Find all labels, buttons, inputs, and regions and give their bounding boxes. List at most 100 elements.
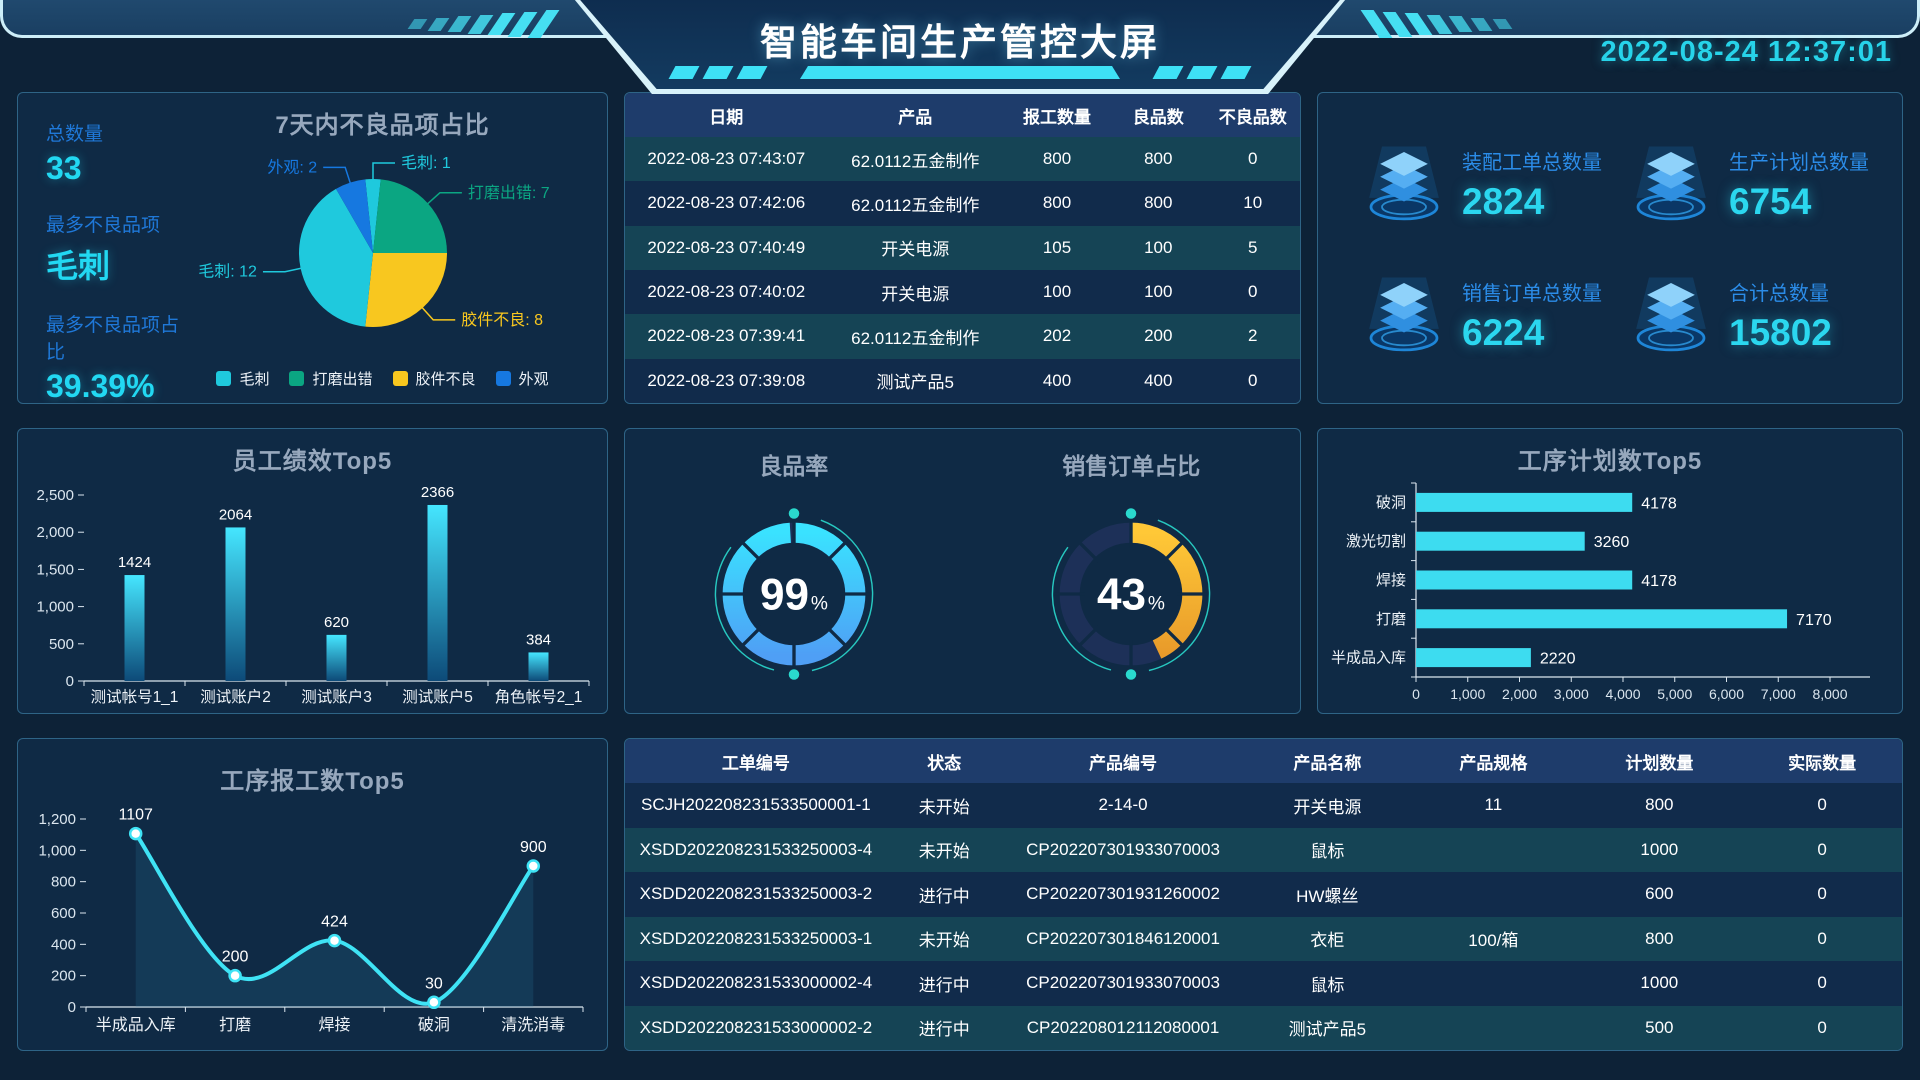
table-cell: 鼠标 <box>1310 842 1345 862</box>
hbar-激光切割 <box>1416 531 1585 551</box>
table-cell: 0 <box>1817 1017 1827 1037</box>
hbar-value-label: 3260 <box>1594 534 1630 551</box>
column-header: 工单编号 <box>625 739 887 783</box>
table-cell: 鼠标 <box>1310 975 1345 995</box>
table-cell: 202 <box>1042 326 1072 346</box>
table-cell: 11 <box>1484 795 1503 815</box>
header-banner: 智能车间生产管控大屏 <box>570 0 1350 98</box>
y-tick-label: 1,000 <box>36 599 74 616</box>
gauge-segment-gap <box>738 625 763 650</box>
table-cell: CP202207301846120001 <box>1026 928 1220 948</box>
table-cell: XSDD202208231533250003-4 <box>639 839 873 859</box>
legend-swatch <box>289 371 305 386</box>
stat-total-label: 总数量 <box>46 124 104 145</box>
x-tick-label: 8,000 <box>1812 686 1847 702</box>
legend-item-外观[interactable]: 外观 <box>495 368 549 389</box>
y-tick-label: 2,000 <box>36 524 74 541</box>
hbar-打磨 <box>1416 609 1788 629</box>
stat-card-label: 合计总数量 <box>1729 283 1829 305</box>
table-cell: 10 <box>1243 193 1263 213</box>
hbar-category-label: 激光切割 <box>1346 533 1406 550</box>
table-cell: 开关电源 <box>881 284 950 304</box>
panel-title-defect: 7天内不良品项占比 <box>275 112 490 139</box>
table-row: SCJH202208231533500001-1 未开始 2-14-0 开关电源 11 8… <box>625 783 1902 828</box>
table-cell: 800 <box>1042 149 1072 169</box>
bar-category-label: 角色帐号2_1 <box>495 688 583 706</box>
line-category-label: 破洞 <box>418 1016 450 1034</box>
banner-bottom-decoration <box>570 66 1350 79</box>
column-header: 产品编号 <box>1001 739 1245 783</box>
table-row: XSDD202208231533000002-2 进行中 CP20220801211… <box>625 1005 1902 1050</box>
pie-label: 毛刺: 12 <box>198 263 257 281</box>
table-row: XSDD202208231533250003-2 进行中 CP20220730193… <box>625 872 1902 917</box>
pie-slice-3 <box>299 188 373 327</box>
gauge-segment-gap <box>1075 625 1100 650</box>
table-cell: 5 <box>1248 237 1258 257</box>
column-header: 不良品数 <box>1205 93 1300 137</box>
gauge-sales-title: 销售订单占比 <box>1062 453 1201 479</box>
panel-title-plan: 工序计划数Top5 <box>1517 448 1703 475</box>
stack-icon <box>1369 146 1439 220</box>
stat-card-value: 2824 <box>1462 181 1545 222</box>
table-cell: 测试产品5 <box>876 373 954 393</box>
gauge-segment-gap <box>1075 538 1100 563</box>
table-cell: 800 <box>1144 149 1173 169</box>
table-cell <box>1410 828 1576 873</box>
y-tick-label: 1,500 <box>36 561 74 578</box>
gauge-dot-bottom <box>788 669 800 680</box>
defect-pie-chart: 毛刺: 1 打磨出错: 7 胶件不良: 8 毛刺: 12 外观: 2 <box>198 154 550 329</box>
y-tick-label: 600 <box>51 905 76 922</box>
gauge-dot-top <box>788 508 800 519</box>
gauge-sales-ratio: 销售订单占比 43% <box>963 429 1301 713</box>
column-header: 产品规格 <box>1410 739 1577 783</box>
line-point-破洞 <box>427 995 441 1010</box>
x-tick-label: 6,000 <box>1709 686 1744 702</box>
pie-label: 外观: 2 <box>267 158 317 176</box>
table-cell: 2022-08-23 07:40:49 <box>647 237 806 257</box>
pie-label: 打磨出错: 7 <box>468 184 550 202</box>
table-cell: 1000 <box>1640 973 1679 993</box>
table-cell: 0 <box>1817 884 1827 904</box>
hbar-value-label: 7170 <box>1796 612 1832 629</box>
table-row: XSDD202208231533250003-4 未开始 CP20220730193… <box>625 827 1902 873</box>
table-cell: XSDD202208231533000002-2 <box>639 1017 873 1037</box>
sales-gauge-chart: 43% <box>1051 508 1211 680</box>
column-header: 状态 <box>886 739 1002 783</box>
column-header: 报工数量 <box>1003 93 1111 137</box>
stat-card-sales-orders: 销售订单总数量 6224 <box>1358 250 1625 381</box>
order-table: 工单编号 状态 产品编号 产品名称 产品规格 计划数量 实际数量 SCJH2022082315… <box>625 739 1902 1050</box>
table-cell: CP202207301933070003 <box>1026 839 1220 859</box>
table-cell: 500 <box>1645 1017 1674 1037</box>
line-value-label: 30 <box>425 975 443 992</box>
legend-item-毛刺[interactable]: 毛刺 <box>216 368 269 389</box>
table-cell: SCJH202208231533500001-1 <box>641 795 871 815</box>
y-tick-label: 200 <box>51 968 76 985</box>
panel-order-table: 工单编号 状态 产品编号 产品名称 产品规格 计划数量 实际数量 SCJH2022082315… <box>624 738 1903 1051</box>
line-area-fill <box>135 833 534 1007</box>
x-tick-label: 1,000 <box>1450 686 1485 702</box>
table-cell: 400 <box>1042 370 1072 390</box>
bar-value-label: 384 <box>526 631 551 648</box>
y-tick-label: 400 <box>51 936 76 953</box>
bar-category-label: 测试账户2 <box>200 688 271 706</box>
table-cell: 进行中 <box>918 1020 970 1040</box>
table-cell: 1000 <box>1640 839 1679 859</box>
table-cell: 105 <box>1042 237 1072 257</box>
hbar-category-label: 打磨 <box>1376 611 1406 628</box>
gauge-value: 43% <box>1097 570 1165 619</box>
stat-card-label: 销售订单总数量 <box>1462 283 1602 305</box>
panel-employee-performance: 员工绩效Top5 0 500 1,000 1,500 2,000 2,500 1424 测试帐… <box>17 428 608 714</box>
column-header: 产品名称 <box>1244 739 1411 783</box>
bar-value-label: 620 <box>324 614 349 631</box>
legend-item-打磨出错[interactable]: 打磨出错 <box>289 368 373 389</box>
table-cell: CP202208012112080001 <box>1026 1017 1220 1037</box>
column-header: 产品 <box>827 93 1003 137</box>
legend-item-胶件不良[interactable]: 胶件不良 <box>392 368 476 389</box>
table-row: 2022-08-23 07:43:07 62.0112五金制作 800 800 0 <box>625 137 1300 182</box>
panel-totals: 装配工单总数量 2824 生产计划总数量 6754 <box>1317 92 1903 404</box>
column-header: 日期 <box>625 93 828 137</box>
employee-bar-chart: 0 500 1,000 1,500 2,000 2,500 1424 测试帐号1_1 2064 测… <box>36 484 590 706</box>
line-point-半成品入库 <box>128 826 143 841</box>
table-cell: 800 <box>1144 193 1173 213</box>
line-point-焊接 <box>327 933 342 948</box>
